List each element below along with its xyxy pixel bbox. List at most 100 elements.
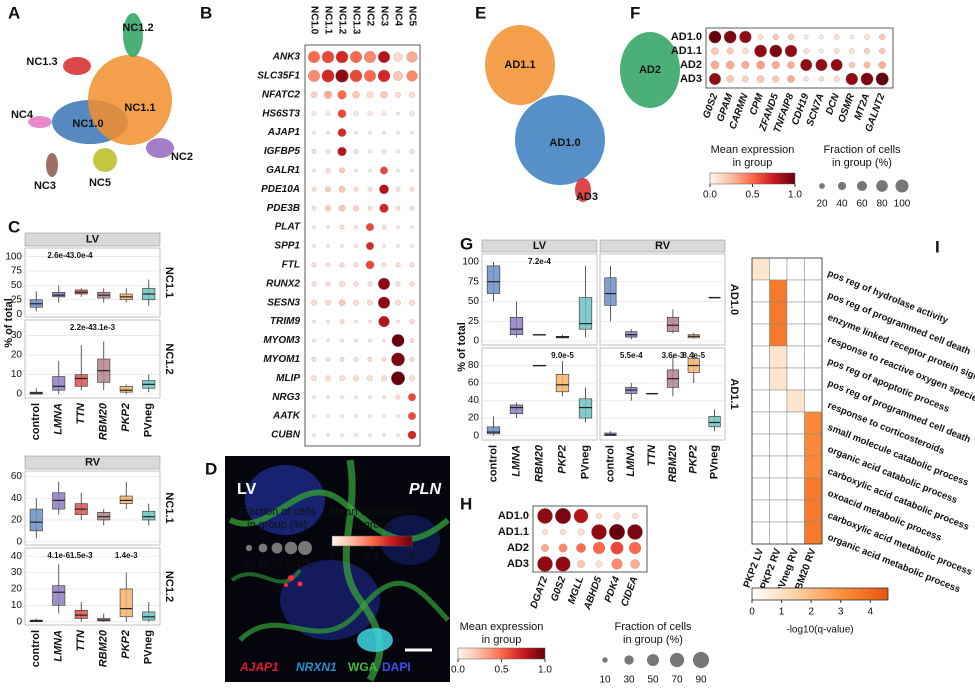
dot xyxy=(349,50,363,64)
legend-dot xyxy=(602,657,608,663)
colorbar xyxy=(709,172,796,185)
empty-cell xyxy=(751,367,770,391)
dot xyxy=(577,560,585,568)
dot xyxy=(739,30,752,44)
dot xyxy=(338,299,346,306)
dot xyxy=(312,168,316,173)
cluster-label: NC1.3 xyxy=(26,56,57,68)
channel-label: NRXN1 xyxy=(296,660,337,674)
dot xyxy=(354,130,358,135)
dot xyxy=(368,414,372,418)
membrane-stain xyxy=(342,459,384,682)
dot xyxy=(325,281,331,287)
panel-label: B xyxy=(200,3,212,22)
dot xyxy=(595,560,603,568)
legend-tick-label: 30 xyxy=(623,675,635,686)
legend-tick-label: 40 xyxy=(836,199,848,210)
dot xyxy=(353,111,359,117)
dot xyxy=(354,225,358,229)
dot xyxy=(395,205,401,211)
dot xyxy=(800,59,813,71)
dot xyxy=(311,281,317,287)
empty-cell xyxy=(786,279,805,303)
colorbar-tick-label: 1 xyxy=(779,607,785,618)
dot xyxy=(757,34,764,40)
colorbar xyxy=(331,535,413,547)
row-label: AD1.0 xyxy=(671,31,702,43)
dot xyxy=(408,393,416,402)
legend-dot xyxy=(669,652,685,668)
facet-frame xyxy=(599,347,726,441)
p-value: 4.1e-6 xyxy=(47,551,70,560)
colorbar-tick-label: 2 xyxy=(808,607,814,618)
dot xyxy=(339,319,345,324)
p-value: 3.0e-4 xyxy=(70,251,93,260)
gene-label: PLN xyxy=(409,481,441,498)
legend-dot xyxy=(895,179,909,193)
row-label: ANK3 xyxy=(272,52,301,63)
legend-dot xyxy=(245,544,253,552)
dot xyxy=(410,130,414,135)
legend-dot xyxy=(837,181,847,191)
dot xyxy=(339,357,345,362)
x-tick-label: control xyxy=(30,403,42,440)
dot xyxy=(310,91,318,99)
dot xyxy=(367,299,373,306)
dot xyxy=(363,69,377,82)
p-value: 7.2e-4 xyxy=(528,257,551,266)
facet-row-title: NC1.1 xyxy=(163,492,175,523)
dot xyxy=(377,277,391,290)
dot xyxy=(325,111,331,117)
dot xyxy=(576,543,586,553)
colorbar-tick-label: 0 xyxy=(749,607,755,618)
dot xyxy=(382,130,386,135)
dot xyxy=(395,262,401,268)
column-label: CIDEA xyxy=(619,575,640,608)
dot xyxy=(312,319,316,324)
empty-cell xyxy=(804,279,823,303)
dot xyxy=(339,224,345,230)
row-label: RUNX2 xyxy=(266,278,300,289)
signal xyxy=(284,583,288,587)
legend-dot xyxy=(646,653,660,667)
empty-cell xyxy=(751,323,770,347)
column-label: G0S2 xyxy=(549,575,568,603)
dot xyxy=(573,508,589,524)
legend-title: Fraction of cells xyxy=(238,506,316,518)
dot xyxy=(379,184,389,195)
cluster-label: NC5 xyxy=(89,177,111,189)
legend-tick-label: 50 xyxy=(647,675,659,686)
row-label: PDE10A xyxy=(261,184,300,195)
panel-label: F xyxy=(630,3,640,22)
dot xyxy=(354,244,358,248)
empty-cell xyxy=(769,257,788,281)
x-tick-label: PKP2 xyxy=(556,445,568,474)
row-label: MLIP xyxy=(276,373,300,384)
x-tick-label: PVneg xyxy=(143,403,155,437)
box xyxy=(578,398,593,419)
dot xyxy=(339,167,345,174)
dot xyxy=(326,414,330,418)
dot xyxy=(396,111,400,116)
legend-tick-label: 40 xyxy=(257,559,269,570)
dot xyxy=(311,205,317,211)
dot xyxy=(409,357,415,362)
empty-cell xyxy=(769,477,788,501)
dot xyxy=(803,48,809,54)
dot xyxy=(396,414,400,418)
heat-cell xyxy=(769,301,788,325)
dot xyxy=(354,338,358,343)
dot xyxy=(338,204,346,212)
dot xyxy=(353,149,359,154)
empty-cell xyxy=(786,301,805,325)
dot xyxy=(353,375,359,382)
dot xyxy=(353,357,359,362)
x-tick-label: control xyxy=(30,630,42,667)
dot xyxy=(845,72,858,86)
dot xyxy=(409,299,415,306)
colorbar-tick-label: 4 xyxy=(867,607,873,618)
cluster-label: NC1.0 xyxy=(72,118,103,130)
dot xyxy=(710,60,720,70)
heat-cell xyxy=(786,389,805,413)
legend-dot xyxy=(624,655,634,665)
